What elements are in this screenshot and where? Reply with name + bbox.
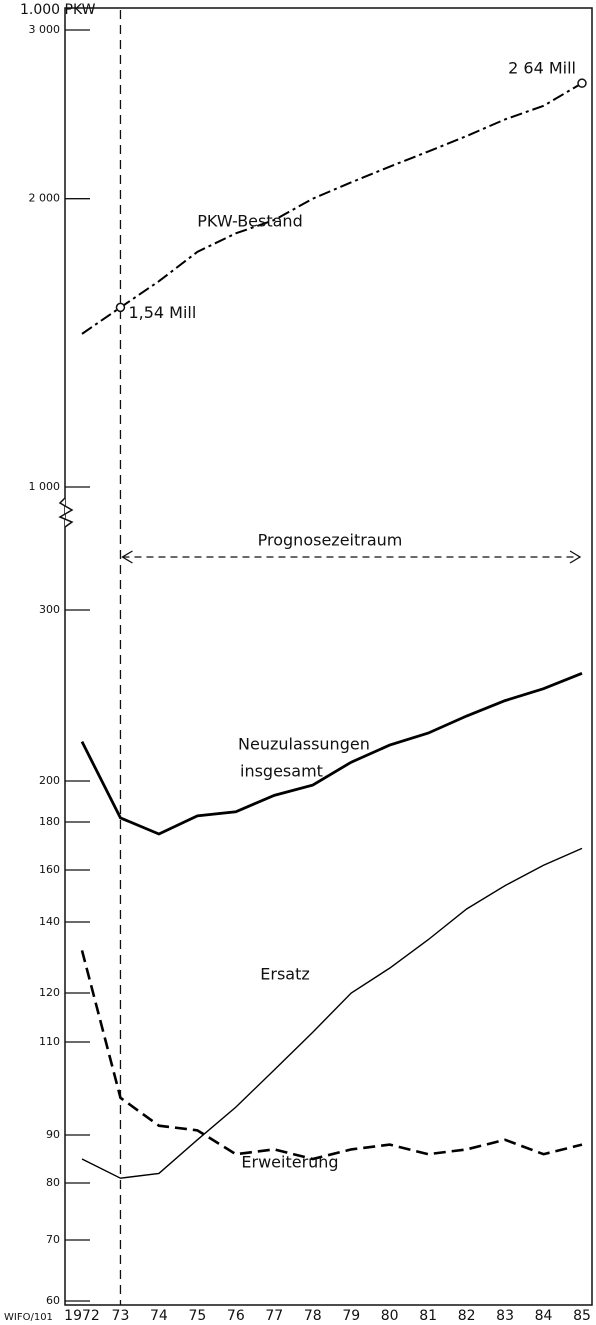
series-line	[80, 671, 583, 836]
x-tick-label: 84	[535, 1308, 553, 1324]
x-tick-label: 76	[227, 1308, 245, 1324]
axis-break	[58, 497, 74, 528]
y-tick-label: 1 000	[29, 480, 61, 493]
x-tick-label: 80	[381, 1308, 399, 1324]
y-tick-label: 2 000	[29, 192, 61, 205]
series-label: Erweiterung	[241, 1153, 338, 1172]
x-tick-label: 77	[265, 1308, 283, 1324]
x-tick-label: 81	[419, 1308, 437, 1324]
unit-label: 1.000 PKW	[20, 2, 96, 18]
y-tick-label: 60	[46, 1294, 60, 1307]
y-tick-label: 90	[46, 1128, 60, 1141]
y-tick-label: 70	[46, 1233, 60, 1246]
y-tick-label: 80	[46, 1176, 60, 1189]
x-tick-label: 73	[112, 1308, 130, 1324]
x-tick-label: 83	[496, 1308, 514, 1324]
series-line	[80, 950, 583, 1161]
point-marker	[115, 302, 126, 313]
x-tick-label: 79	[342, 1308, 360, 1324]
series-label: insgesamt	[240, 762, 323, 781]
arrow-head	[569, 550, 582, 564]
y-tick-label: 110	[39, 1035, 60, 1048]
x-tick-label: 74	[150, 1308, 168, 1324]
series-label: Ersatz	[260, 965, 310, 984]
series-label: PKW-Bestand	[197, 212, 302, 231]
series-label: Neuzulassungen	[238, 735, 370, 754]
annotation: 2 64 Mill	[508, 59, 576, 78]
x-tick-label: 1972	[64, 1308, 100, 1324]
footer: WIFO/101	[4, 1312, 53, 1323]
point-marker	[577, 78, 587, 88]
forecast-label: Prognosezeitraum	[258, 531, 403, 550]
series-line	[81, 847, 583, 1179]
y-tick-label: 180	[39, 815, 60, 828]
annotation: 1,54 Mill	[128, 303, 196, 322]
x-tick-label: 85	[573, 1308, 591, 1324]
x-tick-label: 78	[304, 1308, 322, 1324]
y-tick-label: 140	[39, 915, 60, 928]
y-tick-label: 200	[39, 774, 60, 787]
y-tick-label: 300	[39, 603, 60, 616]
frame	[64, 7, 593, 1306]
x-tick-label: 75	[188, 1308, 206, 1324]
x-tick-label: 82	[458, 1308, 476, 1324]
y-tick-label: 3 000	[29, 23, 61, 36]
y-tick-label: 120	[39, 986, 60, 999]
arrow-head	[121, 550, 133, 564]
series-line	[81, 82, 583, 335]
y-tick-label: 160	[39, 863, 60, 876]
